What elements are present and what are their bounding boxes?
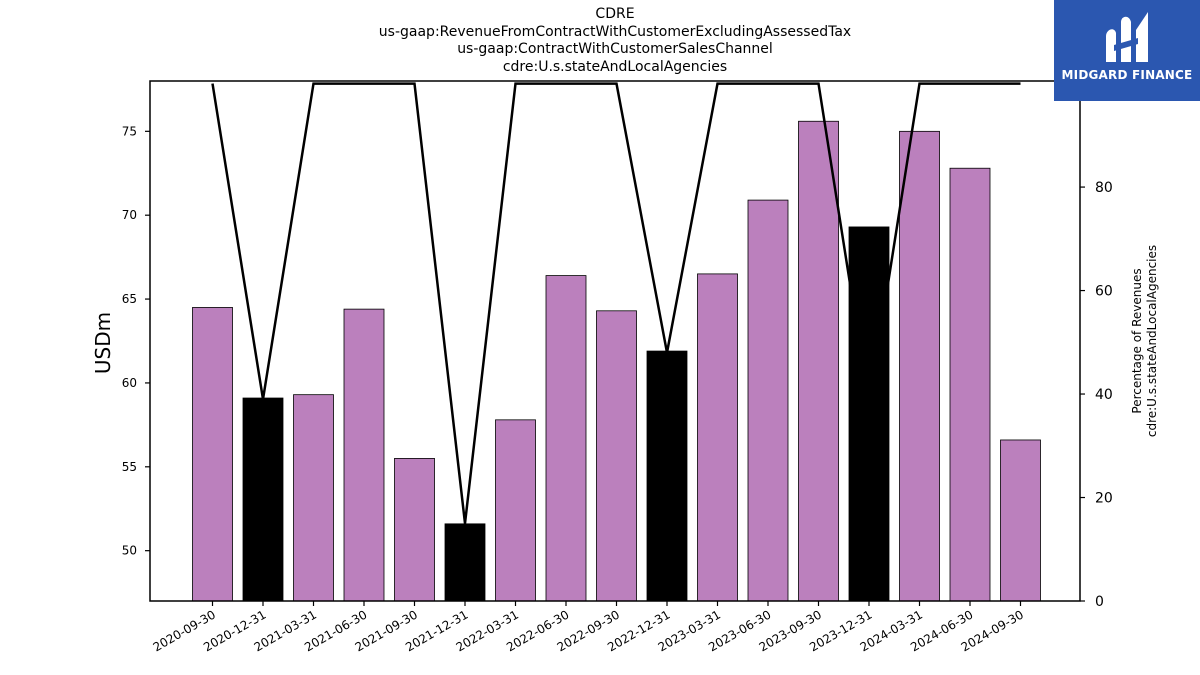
y-tick-label: 50 (122, 544, 137, 558)
percentage-line (211, 82, 1021, 524)
bar (747, 199, 789, 602)
y-tick-label: 65 (122, 292, 137, 306)
plot-frame (149, 80, 1081, 602)
axes-layer (145, 80, 1085, 606)
bar (848, 226, 890, 602)
bar (949, 167, 991, 602)
bar (899, 130, 940, 602)
bars-layer (192, 120, 1041, 602)
bar (444, 523, 486, 602)
logo-mark-icon (1106, 12, 1148, 63)
bar (596, 310, 637, 602)
y-axis-label: USDm (91, 312, 115, 374)
bar (192, 307, 233, 602)
y2-tick-label: 20 (1095, 491, 1113, 507)
line-layer (211, 82, 1021, 524)
bar (343, 308, 385, 602)
y2-tick-label: 0 (1095, 594, 1104, 610)
title-line-3: us-gaap:ContractWithCustomerSalesChannel (457, 41, 773, 57)
title-line-4: cdre:U.s.stateAndLocalAgencies (502, 58, 728, 75)
midgard-finance-logo: MIDGARD FINANCE (1054, 0, 1200, 101)
y-tick-label: 60 (122, 376, 137, 390)
bar (242, 397, 284, 602)
y2-tick-label: 40 (1095, 387, 1113, 403)
title-line-1: CDRE (595, 6, 635, 22)
bar (394, 458, 435, 602)
bar (646, 350, 688, 602)
bar (293, 394, 334, 602)
bar (697, 273, 738, 602)
bar (545, 275, 587, 602)
y-tick-label: 75 (122, 124, 137, 138)
y-tick-label: 70 (122, 208, 137, 222)
bar (798, 120, 839, 602)
y2-axis-label: cdre:U.s.stateAndLocalAgencies (1145, 245, 1159, 437)
logo-text: MIDGARD FINANCE (1061, 68, 1193, 82)
y2-tick-label: 60 (1095, 284, 1113, 300)
y-tick-label: 55 (122, 460, 137, 474)
bar (1000, 439, 1041, 602)
y2-tick-label: 80 (1095, 180, 1113, 196)
title-line-2: us-gaap:RevenueFromContractWithCustomerE… (378, 23, 852, 40)
bar (495, 419, 536, 602)
y2-axis-label: Percentage of Revenues (1130, 268, 1144, 413)
chart-title: CDRE us-gaap:RevenueFromContractWithCust… (0, 6, 1200, 76)
